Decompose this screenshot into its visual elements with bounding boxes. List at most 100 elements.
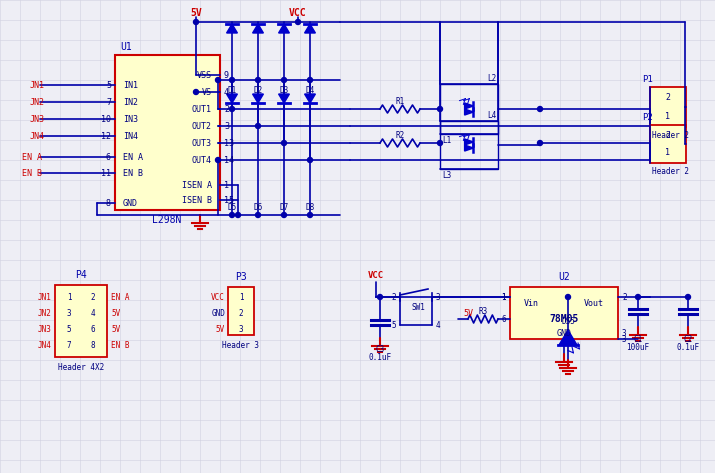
Text: C1: C1 [633,335,643,344]
Circle shape [215,158,220,163]
Text: 9: 9 [224,70,229,79]
Text: 5: 5 [106,80,111,89]
Text: 3: 3 [66,308,72,317]
Text: Vout: Vout [584,298,604,307]
Text: 0.1uF: 0.1uF [368,353,392,362]
Text: 15: 15 [224,195,234,204]
Text: SW1: SW1 [411,303,425,312]
Text: JN3: JN3 [30,114,45,123]
Text: 3: 3 [622,329,626,338]
Text: 14: 14 [224,156,234,165]
Circle shape [255,123,260,129]
Polygon shape [252,24,263,33]
Circle shape [230,106,235,112]
Text: 5: 5 [66,324,72,333]
Text: 10: 10 [101,114,111,123]
Text: 8: 8 [91,341,95,350]
Circle shape [538,106,543,112]
Text: D8: D8 [305,202,315,211]
Text: 13: 13 [224,139,234,148]
Text: Header 2: Header 2 [652,166,689,175]
Text: Header 2: Header 2 [652,131,689,140]
Text: EN B: EN B [22,168,42,177]
Polygon shape [559,330,577,345]
Text: 2: 2 [666,93,671,102]
Bar [440,121,498,169]
Text: 2: 2 [224,105,229,114]
Circle shape [215,78,220,82]
Text: 1: 1 [666,148,671,157]
Text: ISEN A: ISEN A [182,181,212,190]
Text: VSS: VSS [197,70,212,79]
Text: D1: D1 [227,86,237,95]
Circle shape [295,19,300,25]
Bar [228,287,254,335]
Text: 7: 7 [106,97,111,106]
Circle shape [255,212,260,218]
Circle shape [255,78,260,82]
Text: R3: R3 [478,307,488,315]
Polygon shape [465,145,473,151]
Text: 2: 2 [239,308,243,317]
Text: D2: D2 [253,86,262,95]
Text: EN B: EN B [111,341,129,350]
Text: 3: 3 [239,324,243,333]
Text: EN A: EN A [111,292,129,301]
Circle shape [194,89,199,95]
Text: P3: P3 [235,272,247,282]
Bar [510,287,618,339]
Circle shape [235,212,240,218]
Text: D7: D7 [280,202,289,211]
Circle shape [538,140,543,146]
Text: L298N: L298N [152,215,182,225]
Text: IN4: IN4 [123,131,138,140]
Text: JN4: JN4 [30,131,45,140]
Text: EN A: EN A [123,152,143,161]
Text: GND: GND [211,308,225,317]
Polygon shape [465,109,473,115]
Text: 7: 7 [66,341,72,350]
Text: IN1: IN1 [123,80,138,89]
Circle shape [307,212,312,218]
Circle shape [566,295,571,299]
Text: VS: VS [202,88,212,96]
Polygon shape [465,139,473,145]
Polygon shape [279,24,290,33]
Text: R1: R1 [395,96,405,105]
Text: U2: U2 [558,272,570,282]
Polygon shape [252,94,263,103]
Text: P4: P4 [75,270,87,280]
Text: 4: 4 [91,308,95,317]
Text: 11: 11 [101,168,111,177]
Bar [115,55,220,210]
Text: 1: 1 [239,292,243,301]
Text: OUT3: OUT3 [192,139,212,148]
Text: 6: 6 [91,324,95,333]
Text: 2: 2 [666,131,671,140]
Text: ISEN B: ISEN B [182,195,212,204]
Text: 1: 1 [224,181,229,190]
Text: 5V: 5V [216,324,225,333]
Text: 5V: 5V [190,8,202,18]
Circle shape [686,295,691,299]
Text: OUT2: OUT2 [192,122,212,131]
Text: U1: U1 [120,42,132,52]
Text: C3: C3 [375,345,385,354]
Text: 6: 6 [106,152,111,161]
Text: 78M05: 78M05 [549,314,578,324]
Text: 1: 1 [66,292,72,301]
Text: GND: GND [556,329,571,338]
Bar [440,84,498,134]
Text: 3: 3 [224,122,229,131]
Circle shape [378,295,383,299]
Text: JN1: JN1 [30,80,45,89]
Text: 100uF: 100uF [626,343,649,352]
Text: 4: 4 [436,321,440,330]
Text: OUT4: OUT4 [192,156,212,165]
Text: D4: D4 [305,86,315,95]
Text: D3: D3 [280,86,289,95]
Circle shape [282,78,287,82]
Circle shape [438,106,443,112]
Text: 1: 1 [501,292,506,301]
Circle shape [307,78,312,82]
